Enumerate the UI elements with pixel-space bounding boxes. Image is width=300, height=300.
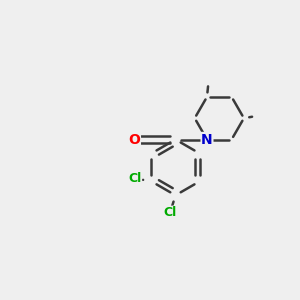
Text: O: O (128, 133, 140, 146)
Text: Cl: Cl (164, 206, 177, 219)
Text: Cl: Cl (128, 172, 142, 185)
Text: N: N (201, 133, 213, 146)
